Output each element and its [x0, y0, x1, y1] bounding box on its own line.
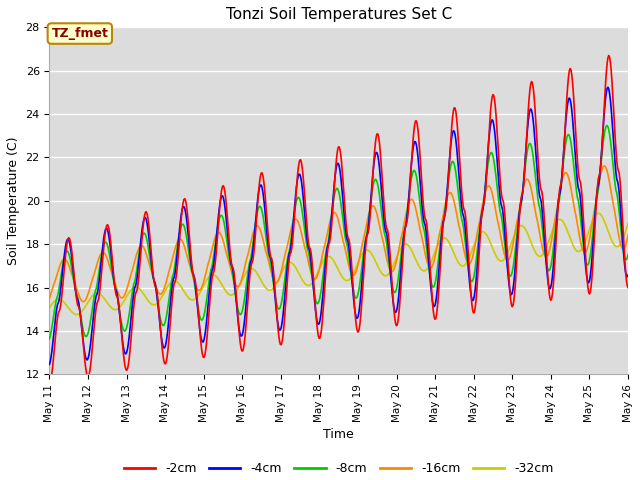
- -8cm: [410, 168, 417, 174]
- -4cm: [56, 292, 64, 298]
- Line: -32cm: -32cm: [49, 213, 628, 314]
- Line: -8cm: -8cm: [49, 126, 628, 339]
- -32cm: [116, 304, 124, 310]
- -8cm: [426, 274, 434, 279]
- -2cm: [45, 380, 53, 386]
- Line: -4cm: -4cm: [49, 87, 628, 364]
- -2cm: [205, 312, 212, 318]
- -4cm: [426, 276, 434, 281]
- -16cm: [79, 299, 87, 304]
- -32cm: [45, 305, 53, 311]
- -16cm: [206, 256, 214, 262]
- -16cm: [600, 163, 608, 169]
- Title: Tonzi Soil Temperatures Set C: Tonzi Soil Temperatures Set C: [226, 7, 452, 22]
- -32cm: [56, 297, 64, 302]
- -8cm: [205, 280, 212, 286]
- -8cm: [604, 123, 611, 129]
- -8cm: [174, 238, 182, 244]
- -4cm: [45, 361, 53, 367]
- -2cm: [426, 265, 434, 271]
- -32cm: [410, 252, 418, 258]
- Y-axis label: Soil Temperature (C): Soil Temperature (C): [7, 137, 20, 265]
- -2cm: [56, 306, 64, 312]
- Line: -2cm: -2cm: [49, 56, 628, 383]
- X-axis label: Time: Time: [323, 428, 354, 441]
- -32cm: [427, 260, 435, 265]
- -8cm: [624, 252, 632, 257]
- -8cm: [56, 280, 64, 286]
- -16cm: [45, 295, 53, 301]
- -32cm: [206, 273, 214, 279]
- Text: TZ_fmet: TZ_fmet: [51, 27, 108, 40]
- -2cm: [116, 307, 124, 313]
- Line: -16cm: -16cm: [49, 166, 628, 301]
- -16cm: [175, 237, 183, 242]
- -4cm: [624, 272, 632, 277]
- -32cm: [175, 281, 183, 287]
- -2cm: [624, 285, 632, 290]
- -2cm: [174, 253, 182, 259]
- -4cm: [205, 294, 212, 300]
- -2cm: [605, 53, 612, 59]
- -4cm: [174, 240, 182, 246]
- -4cm: [604, 84, 612, 90]
- -16cm: [116, 294, 124, 300]
- -8cm: [45, 336, 53, 342]
- -4cm: [410, 144, 417, 150]
- -32cm: [73, 312, 81, 317]
- -32cm: [624, 220, 632, 226]
- -8cm: [116, 308, 124, 314]
- -4cm: [116, 310, 124, 316]
- -16cm: [56, 263, 64, 268]
- -16cm: [624, 232, 632, 238]
- Legend: -2cm, -4cm, -8cm, -16cm, -32cm: -2cm, -4cm, -8cm, -16cm, -32cm: [119, 457, 559, 480]
- -32cm: [595, 210, 602, 216]
- -16cm: [410, 200, 418, 205]
- -16cm: [427, 265, 435, 271]
- -2cm: [410, 135, 417, 141]
